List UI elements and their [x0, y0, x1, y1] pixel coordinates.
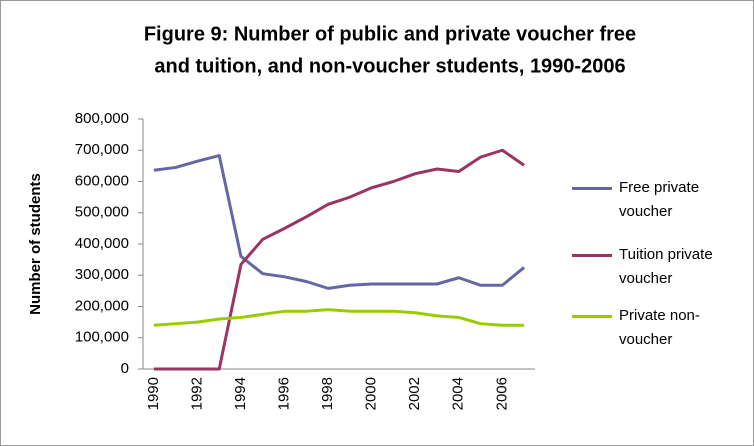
x-tick-label: 1992: [188, 377, 205, 410]
y-axis-label: Number of students: [27, 173, 44, 315]
x-tick-label: 1994: [232, 377, 249, 410]
series-line: [153, 308, 525, 327]
legend-entry: Tuition private voucher: [572, 243, 739, 291]
x-tick-label: 2002: [406, 377, 423, 410]
y-tick-label: 400,000: [75, 235, 129, 252]
x-tick-label: 1990: [145, 377, 162, 410]
chart-title: and tuition, and non-voucher students, 1…: [154, 55, 625, 77]
y-tick-label: 700,000: [75, 141, 129, 158]
legend-label: Private non-voucher: [619, 307, 700, 348]
x-tick-label: 1998: [319, 377, 336, 410]
x-tick-label: 2000: [363, 377, 380, 410]
legend-swatch: [572, 315, 612, 318]
legend-swatch: [572, 187, 612, 190]
x-tick-label: 2004: [450, 377, 467, 410]
legend-label: Free private voucher: [619, 179, 700, 220]
y-tick-label: 600,000: [75, 172, 129, 189]
x-tick-label: 2006: [493, 377, 510, 410]
y-tick-label: 800,000: [75, 110, 129, 127]
y-tick-label: 300,000: [75, 266, 129, 283]
series-line: [153, 148, 525, 371]
legend-entry: Private non-voucher: [572, 304, 739, 352]
y-tick-label: 100,000: [75, 329, 129, 346]
y-tick-label: 200,000: [75, 297, 129, 314]
y-tick-label: 0: [121, 360, 129, 377]
legend-entry: Free private voucher: [572, 176, 739, 224]
legend-swatch: [572, 254, 612, 257]
legend-label: Tuition private voucher: [619, 246, 713, 287]
y-tick-label: 500,000: [75, 204, 129, 221]
series-line: [153, 154, 526, 290]
x-tick-label: 1996: [276, 377, 293, 410]
chart-title: Figure 9: Number of public and private v…: [144, 23, 636, 45]
